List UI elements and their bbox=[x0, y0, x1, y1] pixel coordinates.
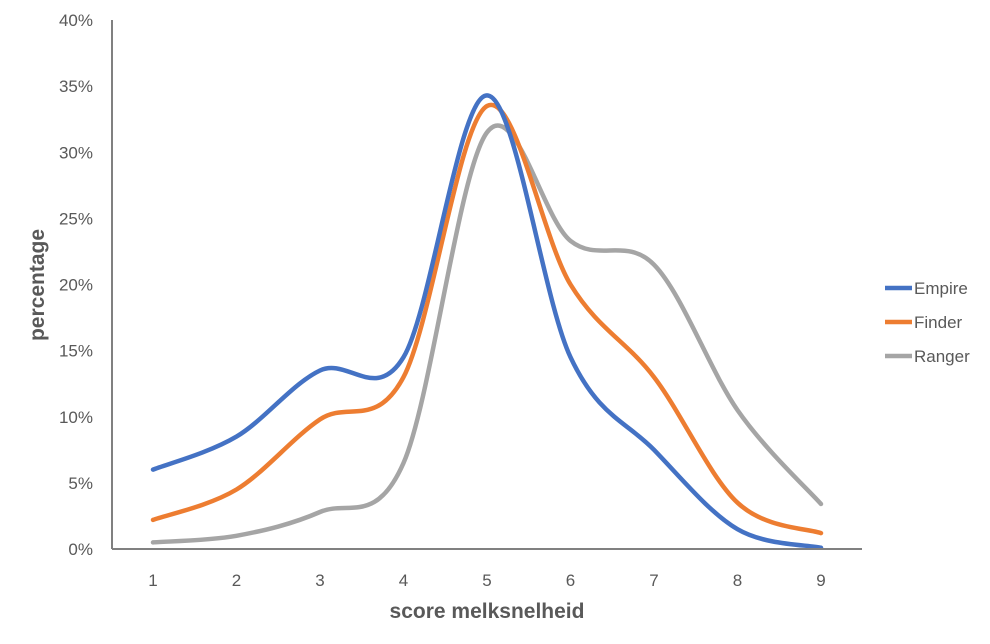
y-tick-label: 40% bbox=[59, 11, 93, 30]
x-tick-label: 8 bbox=[733, 571, 742, 590]
series-line-finder bbox=[150, 102, 824, 536]
x-tick-label: 3 bbox=[315, 571, 324, 590]
y-tick-label: 30% bbox=[59, 143, 93, 162]
series-line-empire bbox=[150, 93, 824, 550]
y-tick-label: 0% bbox=[68, 540, 93, 559]
x-tick-label: 2 bbox=[232, 571, 241, 590]
y-tick-label: 35% bbox=[59, 77, 93, 96]
y-tick-label: 10% bbox=[59, 408, 93, 427]
x-tick-label: 5 bbox=[482, 571, 491, 590]
legend-label-finder: Finder bbox=[914, 313, 963, 332]
y-tick-label: 25% bbox=[59, 209, 93, 228]
legend-label-empire: Empire bbox=[914, 279, 968, 298]
y-tick-label: 20% bbox=[59, 276, 93, 295]
legend-label-ranger: Ranger bbox=[914, 347, 970, 366]
legend: Empire Finder Ranger bbox=[885, 279, 970, 366]
y-axis-title: percentage bbox=[26, 229, 49, 341]
x-tick-labels: 1 2 3 4 5 6 7 8 9 bbox=[148, 571, 825, 590]
x-tick-label: 6 bbox=[566, 571, 575, 590]
series-layer bbox=[150, 93, 824, 550]
series-line-ranger bbox=[150, 123, 824, 545]
x-tick-label: 9 bbox=[816, 571, 825, 590]
x-axis-title: score melksnelheid bbox=[390, 600, 585, 623]
x-tick-label: 7 bbox=[649, 571, 658, 590]
y-tick-label: 15% bbox=[59, 342, 93, 361]
y-tick-labels: 0% 5% 10% 15% 20% 25% 30% 35% 40% bbox=[59, 11, 93, 559]
y-tick-label: 5% bbox=[68, 474, 93, 493]
x-tick-label: 4 bbox=[399, 571, 408, 590]
x-tick-label: 1 bbox=[148, 571, 157, 590]
